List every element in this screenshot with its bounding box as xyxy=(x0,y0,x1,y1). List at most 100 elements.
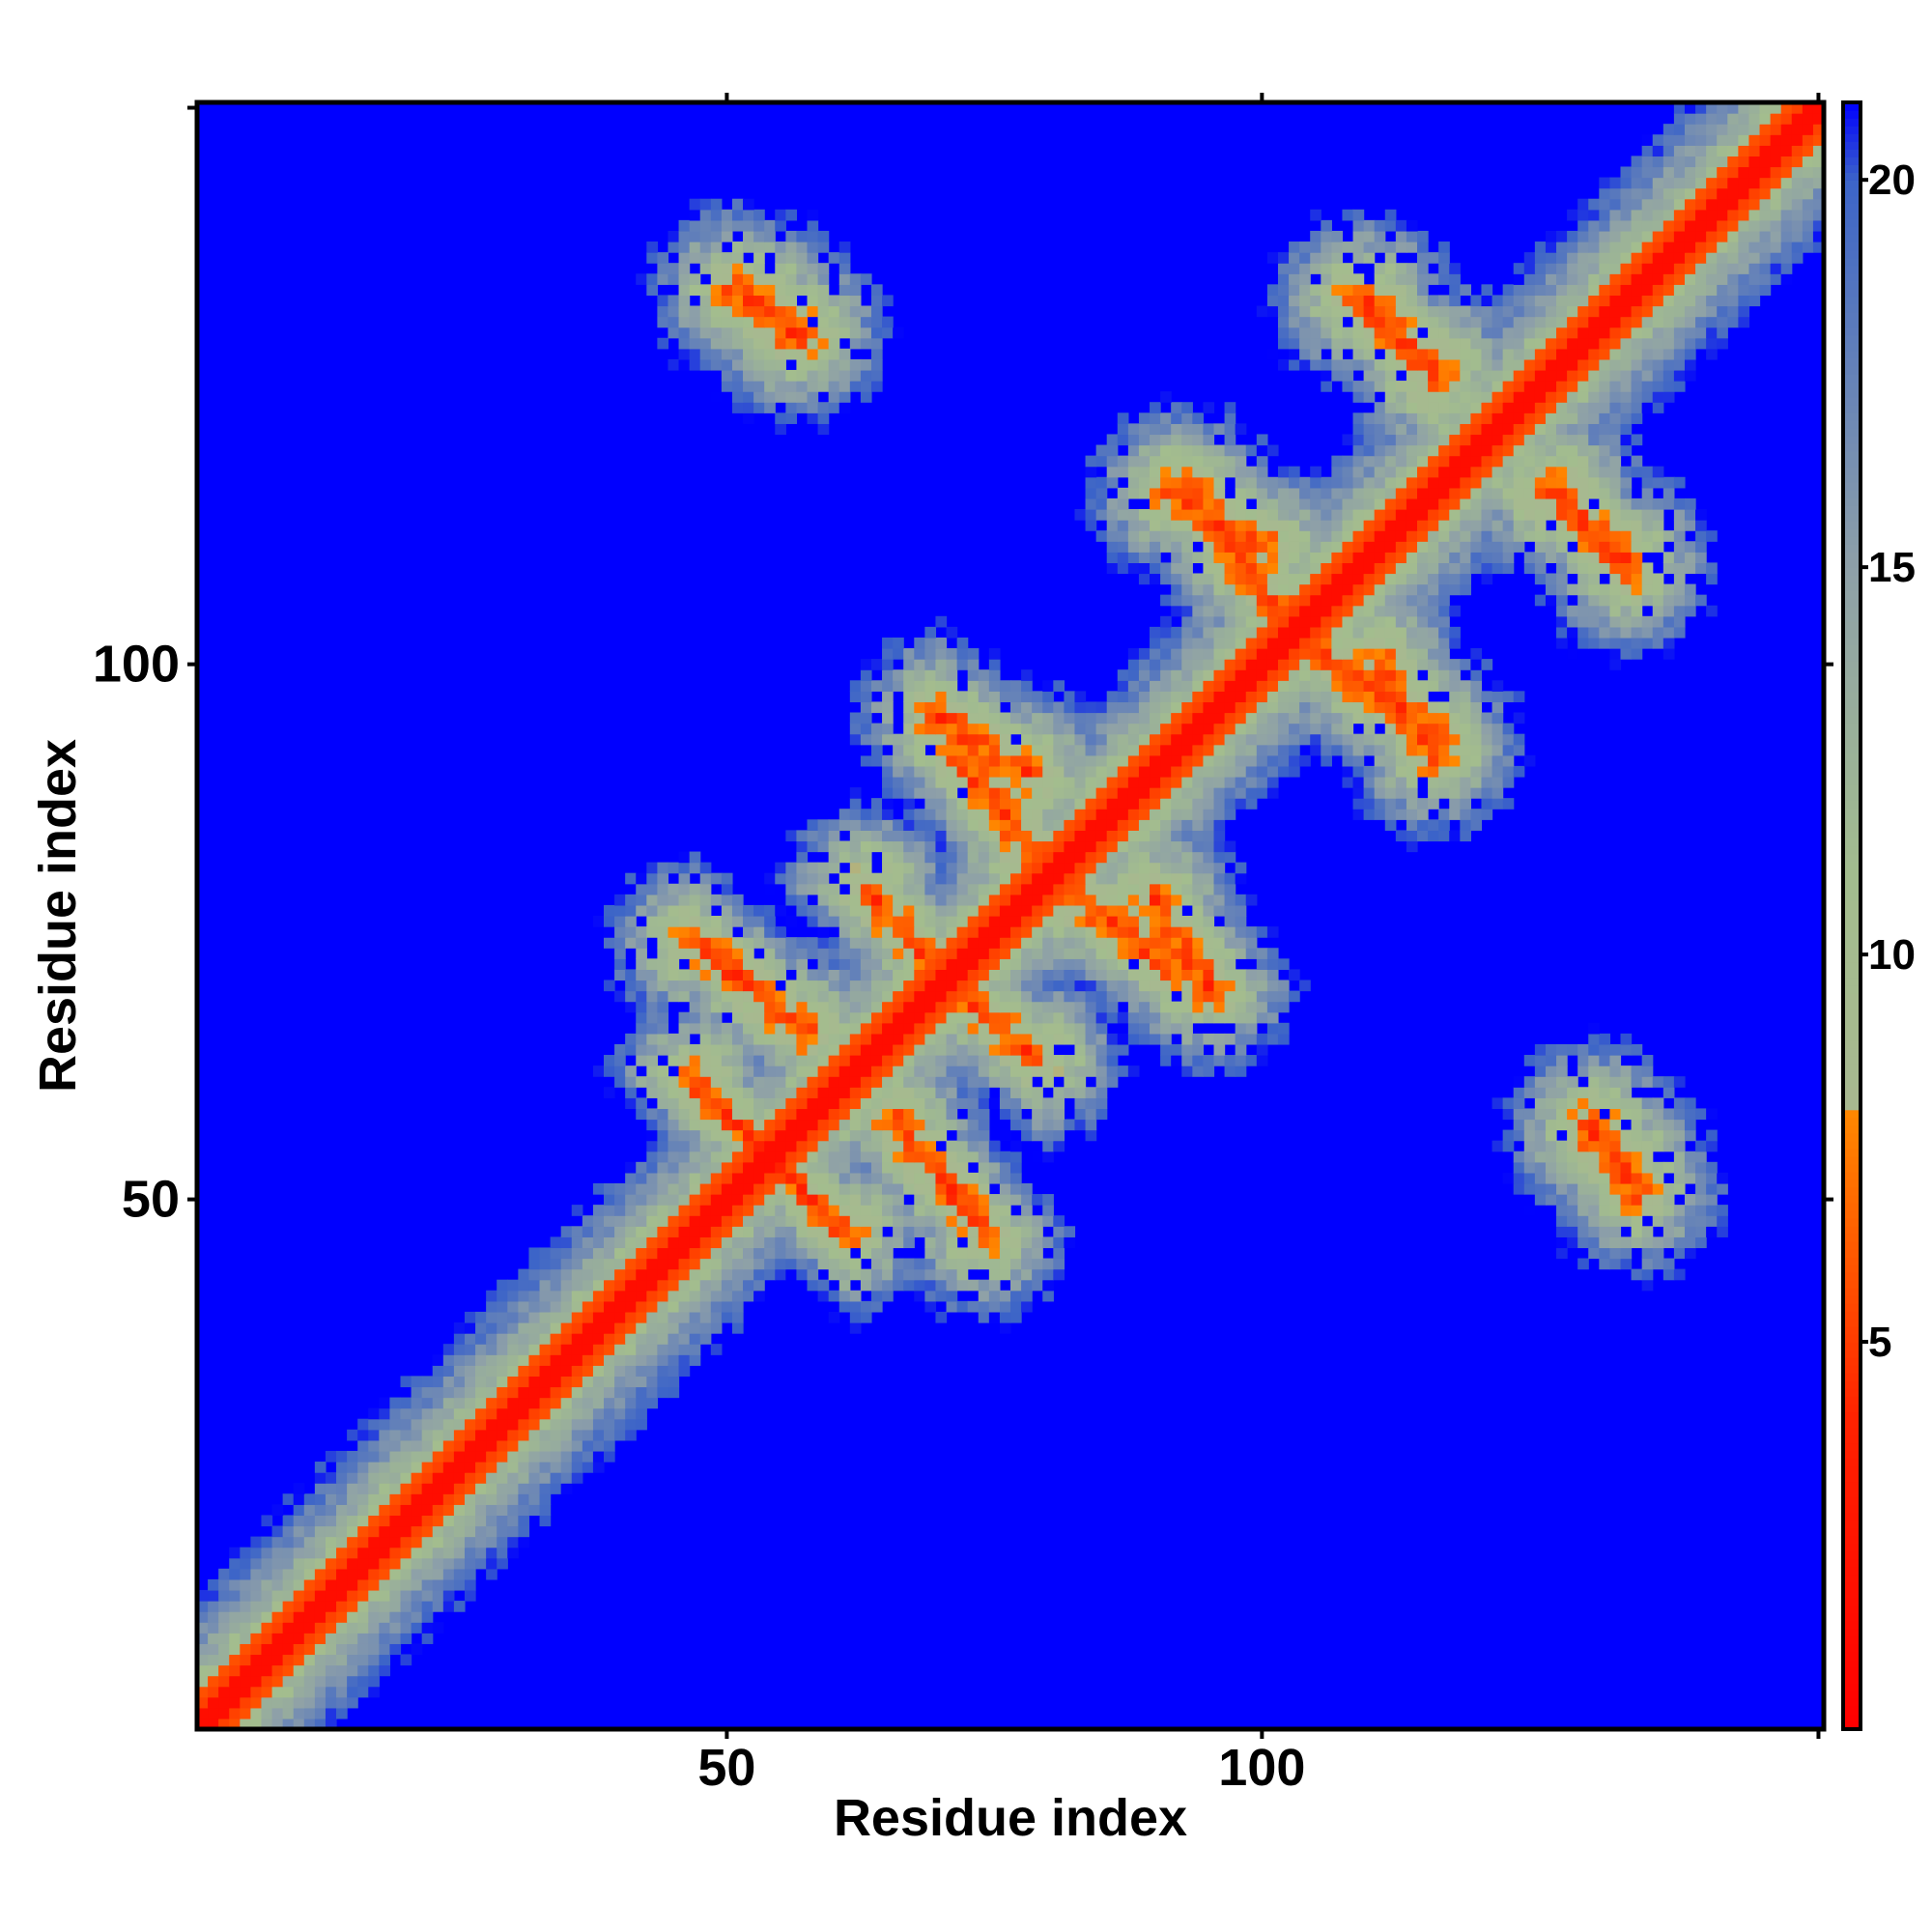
heatmap-cell xyxy=(1321,497,1332,510)
heatmap-cell xyxy=(935,765,948,778)
heatmap-cell xyxy=(731,1205,744,1216)
heatmap-cell xyxy=(1106,862,1119,874)
heatmap-cell xyxy=(1374,562,1386,575)
heatmap-cell xyxy=(636,1022,647,1035)
heatmap-cell xyxy=(1673,1172,1686,1184)
heatmap-cell xyxy=(1192,969,1205,981)
heatmap-cell xyxy=(914,1011,925,1024)
heatmap-cell xyxy=(1181,851,1193,864)
heatmap-cell xyxy=(731,1226,744,1237)
heatmap-cell xyxy=(1042,1258,1054,1270)
heatmap-cell xyxy=(1256,1043,1268,1056)
heatmap-cell xyxy=(1224,798,1236,810)
heatmap-cell xyxy=(197,1633,209,1644)
heatmap-cell xyxy=(1150,733,1161,746)
heatmap-cell xyxy=(946,798,958,810)
heatmap-cell xyxy=(453,1354,466,1366)
heatmap-cell xyxy=(592,1300,605,1313)
heatmap-cell xyxy=(571,1279,583,1292)
heatmap-cell xyxy=(368,1429,380,1441)
heatmap-cell xyxy=(849,1108,862,1121)
heatmap-cell xyxy=(1053,744,1065,756)
heatmap-cell xyxy=(1235,680,1247,692)
heatmap-cell xyxy=(828,1215,840,1227)
heatmap-cell xyxy=(1138,1001,1151,1013)
heatmap-cell xyxy=(1695,1226,1707,1237)
heatmap-cell xyxy=(1042,1236,1054,1249)
heatmap-cell xyxy=(678,1022,691,1035)
heatmap-cell xyxy=(849,948,862,959)
heatmap-cell xyxy=(1502,1140,1515,1152)
heatmap-cell xyxy=(764,1161,776,1174)
heatmap-cell xyxy=(1021,1182,1033,1195)
heatmap-cell xyxy=(731,1172,744,1184)
heatmap-cell xyxy=(678,1194,691,1206)
heatmap-cell xyxy=(1310,573,1321,585)
heatmap-cell xyxy=(1171,904,1182,917)
heatmap-cell xyxy=(486,1568,497,1580)
heatmap-cell xyxy=(1106,904,1119,917)
heatmap-cell xyxy=(1021,1290,1033,1302)
heatmap-cell xyxy=(721,1140,733,1152)
heatmap-cell xyxy=(636,937,647,949)
heatmap-cell xyxy=(1662,1076,1675,1088)
heatmap-cell xyxy=(1673,530,1686,542)
heatmap-cell xyxy=(999,1161,1011,1174)
heatmap-cell xyxy=(978,969,990,981)
heatmap-cell xyxy=(935,926,948,938)
heatmap-cell xyxy=(946,1001,958,1013)
heatmap-cell xyxy=(870,819,883,831)
heatmap-cell xyxy=(935,969,948,981)
heatmap-cell xyxy=(1085,798,1097,810)
heatmap-cell xyxy=(625,1205,637,1216)
heatmap-cell xyxy=(699,894,712,906)
heatmap-cell xyxy=(303,1633,316,1644)
heatmap-cell xyxy=(1428,680,1439,692)
heatmap-cell xyxy=(753,1205,765,1216)
heatmap-cell xyxy=(978,701,990,714)
heatmap-cell xyxy=(1245,926,1258,938)
heatmap-cell xyxy=(1384,509,1397,521)
heatmap-cell xyxy=(657,1161,669,1174)
heatmap-cell xyxy=(807,1172,819,1184)
heatmap-cell xyxy=(999,937,1011,949)
heatmap-cell xyxy=(1138,958,1151,970)
heatmap-cell xyxy=(849,691,862,703)
heatmap-cell xyxy=(849,1001,862,1013)
heatmap-cell xyxy=(1085,809,1097,820)
heatmap-cell xyxy=(442,1462,455,1473)
heatmap-cell xyxy=(1449,765,1461,778)
heatmap-cell xyxy=(1545,1172,1557,1184)
heatmap-cell xyxy=(336,1601,348,1612)
heatmap-cell xyxy=(1181,562,1193,575)
heatmap-cell xyxy=(775,1194,786,1206)
heatmap-cell xyxy=(1395,530,1407,542)
heatmap-cell xyxy=(250,1601,263,1612)
heatmap-cell xyxy=(828,1011,840,1024)
heatmap-cell xyxy=(1171,648,1182,660)
heatmap-cell xyxy=(785,1119,798,1131)
heatmap-cell xyxy=(475,1354,487,1366)
heatmap-cell xyxy=(1042,1055,1054,1066)
heatmap-cell xyxy=(1064,904,1076,917)
heatmap-cell xyxy=(550,1450,562,1463)
heatmap-cell xyxy=(1631,605,1643,617)
heatmap-cell xyxy=(1567,1151,1578,1163)
heatmap-cell xyxy=(1470,691,1483,703)
heatmap-cell xyxy=(849,1087,862,1098)
heatmap-cell xyxy=(1224,605,1236,617)
heatmap-cell xyxy=(860,1226,872,1237)
heatmap-cell xyxy=(999,1322,1011,1334)
heatmap-cell xyxy=(1213,980,1226,992)
heatmap-cell xyxy=(464,1354,476,1366)
heatmap-cell xyxy=(1053,926,1065,938)
heatmap-cell xyxy=(678,916,691,927)
heatmap-cell xyxy=(657,1258,669,1270)
heatmap-cell xyxy=(860,1247,872,1260)
heatmap-cell xyxy=(325,1696,337,1709)
heatmap-cell xyxy=(1428,573,1439,585)
heatmap-cell xyxy=(817,1022,830,1035)
heatmap-cell xyxy=(1245,990,1258,1003)
heatmap-cell xyxy=(1032,1108,1043,1121)
heatmap-cell xyxy=(1224,552,1236,563)
